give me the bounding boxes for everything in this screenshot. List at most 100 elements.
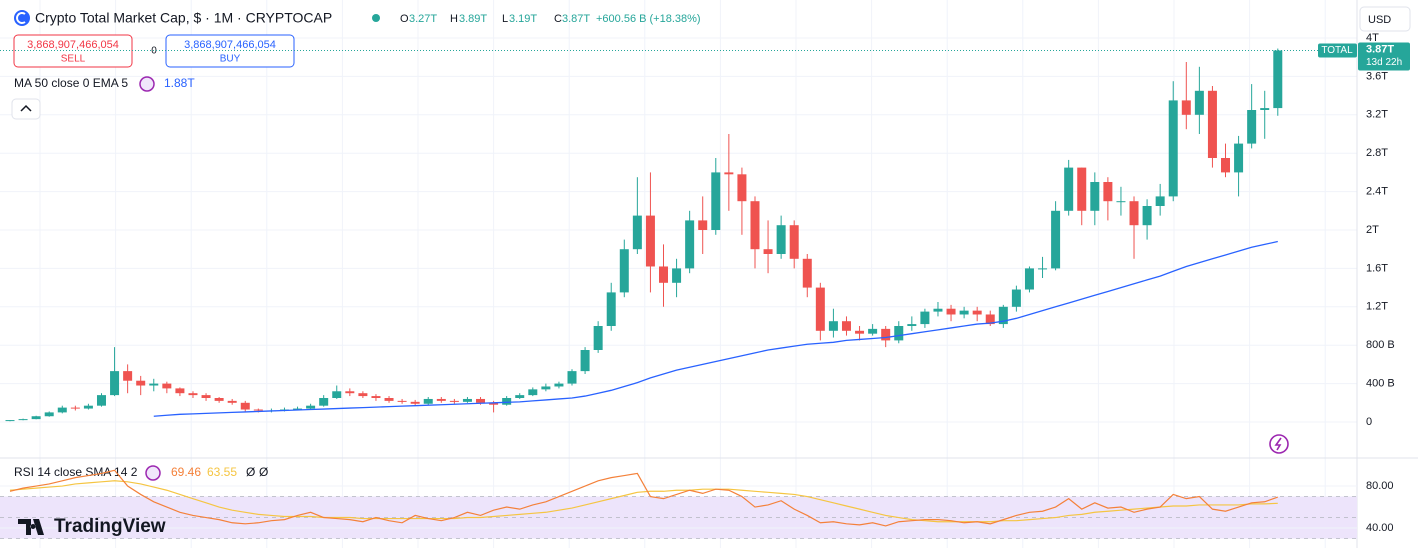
sell-button[interactable] bbox=[13, 34, 133, 68]
ohlc-label: O bbox=[400, 13, 409, 25]
candle-body bbox=[567, 371, 577, 384]
candle-body bbox=[1051, 210, 1061, 269]
y-tick-label: 1.6T bbox=[1366, 262, 1388, 274]
alert-bolt bbox=[1274, 437, 1282, 451]
y-tick-label: 80.00 bbox=[1366, 480, 1394, 492]
candle-body bbox=[985, 314, 995, 325]
ohlc-value: 3.19T bbox=[509, 13, 537, 25]
symbol-title[interactable]: Crypto Total Market Cap, $ · 1M · CRYPTO… bbox=[35, 10, 332, 26]
candle-body bbox=[946, 308, 956, 315]
candle-body bbox=[972, 310, 982, 315]
candle-body bbox=[253, 409, 263, 411]
candle-body bbox=[201, 395, 211, 398]
candle-body bbox=[907, 324, 917, 326]
candle-body bbox=[384, 398, 394, 401]
y-tick-label: 2.8T bbox=[1366, 147, 1388, 159]
candle-body bbox=[83, 405, 93, 409]
candle-body bbox=[776, 225, 786, 254]
candle-body bbox=[410, 401, 420, 404]
candle-body bbox=[1024, 268, 1034, 290]
y-tick-label: 400 B bbox=[1366, 378, 1395, 390]
candle-body bbox=[18, 419, 28, 421]
candle-body bbox=[214, 398, 224, 401]
candle-body bbox=[554, 383, 564, 387]
ohlc-value: 3.89T bbox=[459, 13, 487, 25]
candle-body bbox=[672, 268, 682, 283]
candle-body bbox=[737, 174, 747, 202]
ohlc-label: H bbox=[450, 13, 458, 25]
candle-body bbox=[593, 326, 603, 350]
buy-price: 3,868,907,466,054 bbox=[184, 39, 276, 51]
candle-body bbox=[1260, 108, 1270, 110]
candle-body bbox=[894, 326, 904, 341]
candle-body bbox=[358, 393, 368, 397]
candle-body bbox=[619, 249, 629, 293]
candle-body bbox=[96, 395, 106, 406]
candle-body bbox=[1247, 110, 1257, 144]
candle-body bbox=[1064, 167, 1074, 211]
candle-body bbox=[528, 389, 538, 396]
candle-body bbox=[319, 398, 329, 406]
currency-button[interactable] bbox=[1359, 6, 1411, 32]
y-tick-label: 1.2T bbox=[1366, 301, 1388, 313]
candle-body bbox=[541, 386, 551, 390]
candle-body bbox=[1234, 143, 1244, 173]
sell-price: 3,868,907,466,054 bbox=[27, 39, 119, 51]
candle-body bbox=[855, 330, 865, 334]
candle-body bbox=[502, 398, 512, 405]
candle-body bbox=[841, 321, 851, 331]
brand-name[interactable]: TradingView bbox=[54, 516, 166, 537]
ohlc-label: C bbox=[554, 13, 562, 25]
indicator-icon bbox=[145, 465, 161, 481]
candle-body bbox=[789, 225, 799, 259]
candle-body bbox=[933, 308, 943, 312]
y-tick-label: 800 B bbox=[1366, 339, 1395, 351]
candle-body bbox=[998, 306, 1008, 325]
candle-body bbox=[449, 400, 459, 402]
alert-icon[interactable] bbox=[1269, 434, 1289, 454]
candle-body bbox=[1181, 100, 1191, 115]
candle-body bbox=[802, 258, 812, 288]
candle-body bbox=[293, 408, 303, 410]
moving-average-line bbox=[153, 240, 1278, 417]
candle-body bbox=[711, 172, 721, 230]
candle-body bbox=[515, 395, 525, 398]
price-tag bbox=[1358, 42, 1410, 71]
candle-body bbox=[645, 215, 655, 267]
candle-body bbox=[5, 420, 15, 422]
candle-body bbox=[227, 400, 237, 403]
rsi-sma-value: 63.55 bbox=[207, 465, 237, 479]
ma-value: 1.88T bbox=[164, 76, 195, 90]
collapse-button[interactable] bbox=[11, 98, 41, 120]
price-tag-value: 3.87T bbox=[1366, 43, 1394, 55]
y-tick-label: 4T bbox=[1366, 32, 1379, 44]
candle-body bbox=[44, 412, 54, 417]
candle-body bbox=[70, 407, 80, 409]
sell-label: SELL bbox=[61, 54, 86, 65]
candle-body bbox=[1273, 50, 1283, 109]
candle-body bbox=[345, 391, 355, 394]
price-change: +600.56 B (+18.38%) bbox=[596, 13, 701, 25]
y-tick-label: 3.6T bbox=[1366, 70, 1388, 82]
candle-body bbox=[580, 350, 590, 372]
candle-body bbox=[750, 201, 760, 250]
candle-body bbox=[423, 398, 433, 404]
candle-body bbox=[1207, 90, 1217, 158]
candle-body bbox=[1116, 201, 1126, 203]
candle-body bbox=[1090, 182, 1100, 211]
ma-legend[interactable]: MA 50 close 0 EMA 5 bbox=[14, 76, 128, 90]
candle-body bbox=[659, 266, 668, 283]
rsi-legend[interactable]: RSI 14 close SMA 14 2 bbox=[14, 465, 138, 479]
buy-button[interactable] bbox=[165, 34, 295, 68]
rsi-flag: Ø bbox=[259, 465, 268, 479]
candle-body bbox=[724, 172, 734, 175]
ohlc-label: L bbox=[502, 13, 508, 25]
candle-body bbox=[959, 310, 969, 315]
candle-body bbox=[1103, 182, 1113, 202]
rsi-flag: Ø bbox=[246, 465, 255, 479]
symbol-tag bbox=[1318, 43, 1357, 58]
candle-body bbox=[1221, 158, 1231, 173]
candle-body bbox=[920, 311, 930, 325]
candle-body bbox=[1038, 268, 1048, 270]
indicator-icon bbox=[139, 76, 155, 92]
